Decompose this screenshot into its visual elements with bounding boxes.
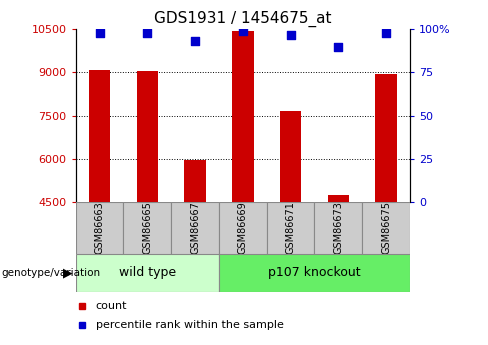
Bar [280,111,301,202]
Bar [266,202,314,254]
Text: p107 knockout: p107 knockout [268,266,361,279]
Bar [232,31,254,202]
Bar [123,202,171,254]
Point [382,30,390,36]
Point [286,32,294,37]
Text: count: count [96,301,127,311]
Bar [184,160,206,202]
Text: GSM86673: GSM86673 [333,201,343,254]
Bar [76,254,219,292]
Text: ▶: ▶ [62,266,72,279]
Text: GSM86667: GSM86667 [190,201,200,254]
Bar [362,202,410,254]
Bar [314,202,362,254]
Text: GSM86669: GSM86669 [238,201,248,254]
Point [191,39,199,44]
Point [96,30,103,36]
Text: genotype/variation: genotype/variation [1,268,100,277]
Bar [171,202,219,254]
Text: wild type: wild type [119,266,176,279]
Bar [219,254,410,292]
Text: GSM86671: GSM86671 [285,201,296,254]
Text: GSM86675: GSM86675 [381,201,391,254]
Bar [375,74,397,202]
Title: GDS1931 / 1454675_at: GDS1931 / 1454675_at [154,10,331,27]
Point [334,44,342,49]
Bar [137,71,158,202]
Bar [76,202,123,254]
Point [143,30,151,36]
Bar [219,202,266,254]
Text: GSM86665: GSM86665 [142,201,152,254]
Bar [327,195,349,202]
Text: GSM86663: GSM86663 [95,201,104,254]
Bar [89,70,110,202]
Point [239,28,247,34]
Text: percentile rank within the sample: percentile rank within the sample [96,320,284,330]
